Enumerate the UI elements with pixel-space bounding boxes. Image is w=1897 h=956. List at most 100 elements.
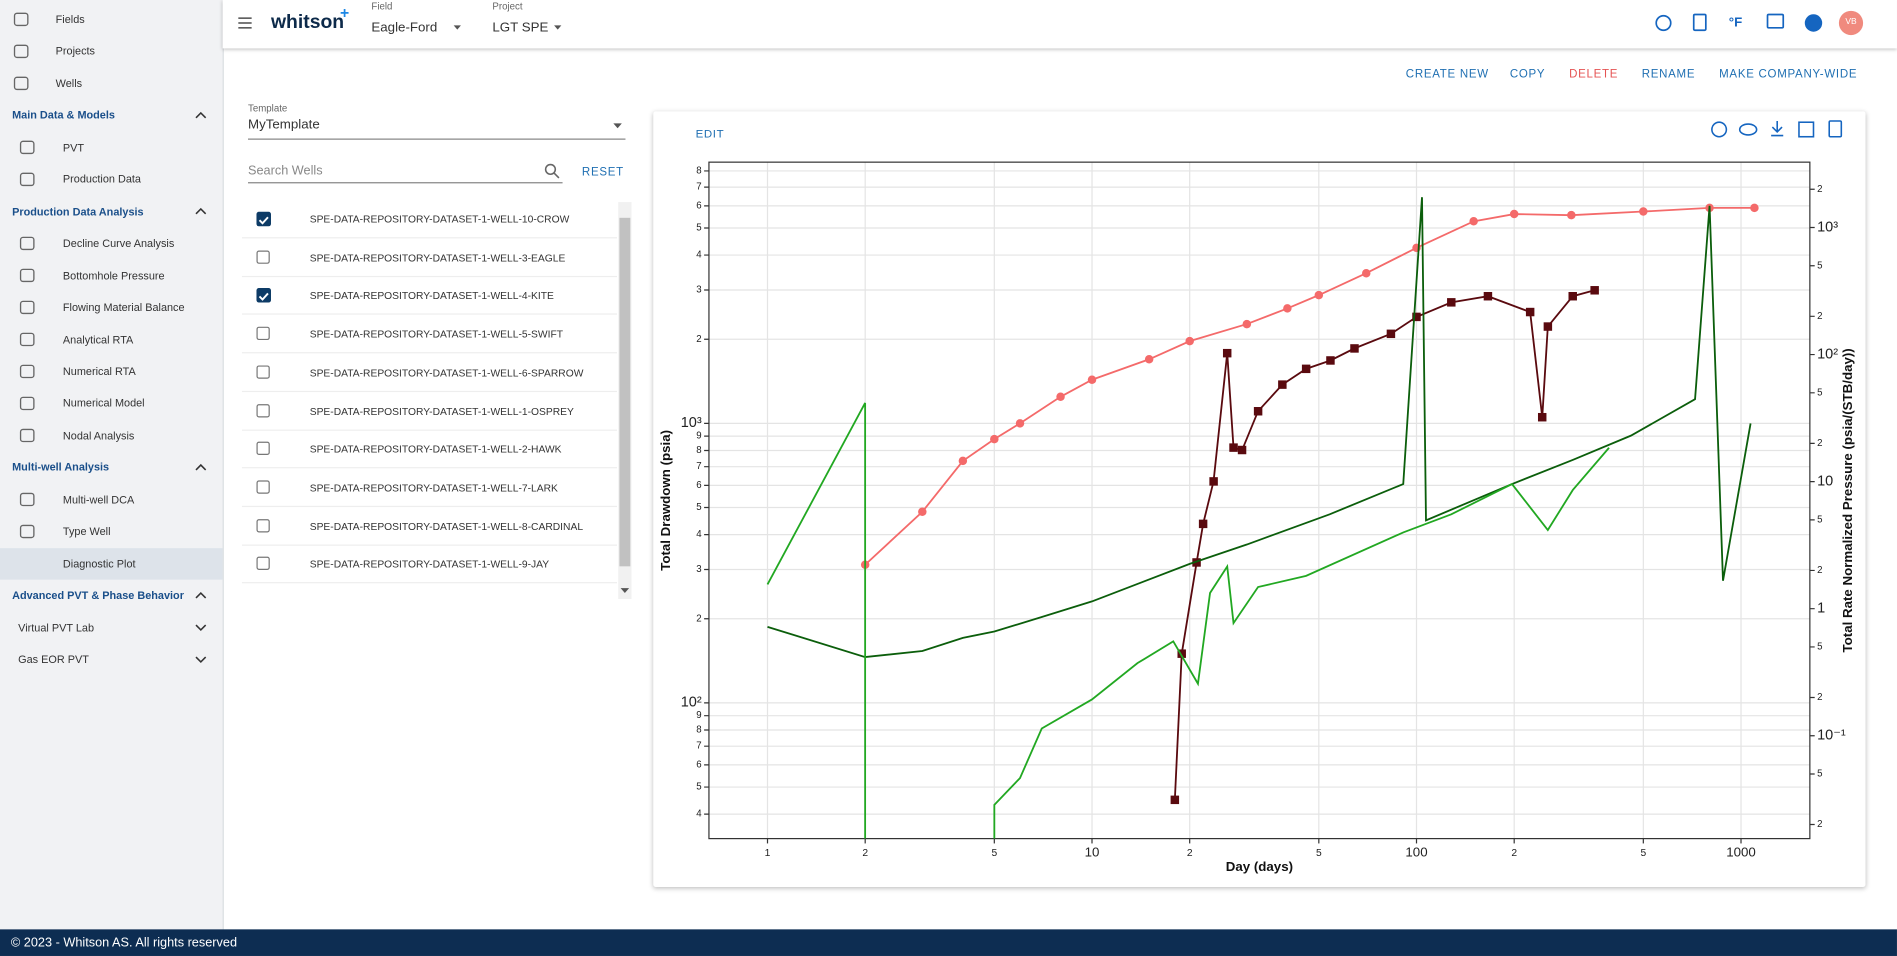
- point: [1447, 298, 1456, 307]
- globe-icon[interactable]: [1655, 14, 1672, 32]
- y2-tick-label: 2: [1817, 692, 1822, 703]
- well-name[interactable]: SPE-DATA-REPOSITORY-DATASET-1-WELL-2-HAW…: [309, 443, 562, 456]
- well-name[interactable]: SPE-DATA-REPOSITORY-DATASET-1-WELL-10-CR…: [309, 212, 570, 226]
- checkbox[interactable]: [256, 365, 270, 379]
- nav-item[interactable]: Production Data: [62, 173, 141, 186]
- template-caret[interactable]: [613, 123, 622, 129]
- search-input[interactable]: Search Wells: [248, 163, 323, 178]
- nav-icon: [19, 268, 35, 283]
- section-title[interactable]: Production Data Analysis: [12, 205, 144, 218]
- subsection[interactable]: Virtual PVT Lab: [18, 621, 95, 634]
- unit-toggle[interactable]: °F: [1728, 15, 1743, 31]
- row-divider: [241, 237, 617, 239]
- nav-item[interactable]: Decline Curve Analysis: [62, 237, 175, 250]
- y2-tick-label: 10²: [1817, 346, 1838, 362]
- section-title[interactable]: Main Data & Models: [12, 109, 115, 122]
- nav-item[interactable]: Nodal Analysis: [62, 429, 135, 442]
- field-caret[interactable]: [453, 25, 461, 30]
- action-button[interactable]: CREATE NEW: [1405, 67, 1489, 82]
- point: [1229, 443, 1238, 452]
- avatar[interactable]: [1838, 10, 1864, 36]
- well-name[interactable]: SPE-DATA-REPOSITORY-DATASET-1-WELL-8-CAR…: [309, 519, 584, 532]
- nav-item[interactable]: Multi-well DCA: [62, 493, 135, 506]
- checkbox[interactable]: [256, 441, 270, 456]
- action-button[interactable]: COPY: [1509, 67, 1546, 82]
- scroll-down[interactable]: [620, 588, 630, 593]
- checkbox[interactable]: [256, 557, 270, 571]
- point: [1056, 392, 1065, 402]
- search-icon[interactable]: [544, 163, 560, 179]
- action-button[interactable]: DELETE: [1569, 67, 1619, 82]
- y-tick-label: 8: [696, 165, 701, 176]
- menu-icon[interactable]: [238, 17, 252, 29]
- palette-icon[interactable]: [1711, 121, 1728, 138]
- well-name[interactable]: SPE-DATA-REPOSITORY-DATASET-1-WELL-1-OSP…: [309, 404, 574, 417]
- action-button[interactable]: MAKE COMPANY-WIDE: [1719, 67, 1858, 82]
- nav-icon: [13, 44, 29, 59]
- point: [1750, 203, 1759, 213]
- nav-item[interactable]: Numerical Model: [62, 397, 145, 410]
- row-divider: [241, 582, 617, 584]
- nav-item[interactable]: Flowing Material Balance: [62, 301, 185, 314]
- point: [1314, 290, 1324, 300]
- checkbox[interactable]: [256, 480, 270, 494]
- help-icon[interactable]: [1804, 14, 1823, 32]
- checkbox[interactable]: [256, 403, 270, 417]
- section-title[interactable]: Multi-well Analysis: [12, 461, 110, 474]
- subsection[interactable]: Gas EOR PVT: [18, 653, 89, 666]
- template-value[interactable]: MyTemplate: [248, 117, 320, 132]
- eye-icon[interactable]: [1738, 123, 1758, 136]
- well-name[interactable]: SPE-DATA-REPOSITORY-DATASET-1-WELL-5-SWI…: [309, 328, 564, 341]
- x-tick-label: 2: [862, 848, 868, 859]
- nav-item[interactable]: Type Well: [62, 525, 111, 538]
- series-line: [1173, 289, 1595, 800]
- nav-item[interactable]: Wells: [55, 77, 83, 90]
- nav-icon: [19, 300, 35, 315]
- checkbox[interactable]: [256, 326, 270, 341]
- nav-item[interactable]: Projects: [55, 45, 95, 58]
- download-icon[interactable]: [1692, 13, 1707, 32]
- point: [1469, 217, 1478, 226]
- y2-tick-label: 10⁻¹: [1817, 728, 1846, 744]
- nav-item[interactable]: Numerical RTA: [62, 365, 136, 378]
- field-value[interactable]: Eagle-Ford: [371, 20, 438, 36]
- edit-button[interactable]: EDIT: [696, 128, 725, 140]
- checkbox[interactable]: [256, 211, 271, 227]
- nav-icon: [19, 172, 35, 187]
- feedback-icon[interactable]: [1766, 13, 1785, 29]
- export-icon[interactable]: [1771, 121, 1784, 137]
- checkbox[interactable]: [256, 288, 271, 303]
- nav-item[interactable]: Analytical RTA: [62, 333, 134, 346]
- image-icon[interactable]: [1828, 120, 1843, 138]
- well-name[interactable]: SPE-DATA-REPOSITORY-DATASET-1-WELL-4-KIT…: [309, 289, 554, 302]
- series-line: [767, 197, 1752, 659]
- nav-icon: [19, 524, 35, 539]
- nav-item[interactable]: Bottomhole Pressure: [62, 269, 165, 282]
- nav-item[interactable]: Fields: [55, 13, 85, 26]
- nav-icon: [13, 12, 29, 27]
- collapse-chevron: [195, 463, 207, 471]
- nav-item[interactable]: PVT: [62, 141, 85, 154]
- chart: EDIT 1 2 5 10 2 5 100 2 5 100045678910²2345678910…: [658, 128, 1855, 874]
- well-name[interactable]: SPE-DATA-REPOSITORY-DATASET-1-WELL-3-EAG…: [309, 251, 566, 264]
- project-caret[interactable]: [554, 25, 562, 30]
- well-name[interactable]: SPE-DATA-REPOSITORY-DATASET-1-WELL-6-SPA…: [309, 366, 584, 379]
- checkbox[interactable]: [256, 518, 270, 532]
- project-value[interactable]: LGT SPE: [492, 20, 549, 36]
- y-tick-label: 6: [696, 480, 701, 491]
- y-tick-label: 5: [696, 782, 701, 793]
- reset-button[interactable]: RESET: [581, 165, 624, 180]
- row-divider: [241, 505, 617, 507]
- logo[interactable]: whitson: [270, 12, 345, 33]
- y2-tick-label: 10: [1817, 473, 1833, 489]
- nav-item[interactable]: Diagnostic Plot: [62, 557, 136, 570]
- y-tick-label: 4: [696, 809, 702, 820]
- well-name[interactable]: SPE-DATA-REPOSITORY-DATASET-1-WELL-9-JAY: [309, 558, 550, 571]
- scroll-thumb[interactable]: [619, 217, 631, 567]
- checkbox[interactable]: [256, 250, 270, 264]
- well-name[interactable]: SPE-DATA-REPOSITORY-DATASET-1-WELL-7-LAR…: [309, 481, 558, 494]
- collapse-chevron: [195, 111, 207, 119]
- scatter-icon[interactable]: [1798, 121, 1815, 138]
- action-button[interactable]: RENAME: [1641, 67, 1696, 82]
- section-title[interactable]: Advanced PVT & Phase Behavior: [12, 589, 184, 602]
